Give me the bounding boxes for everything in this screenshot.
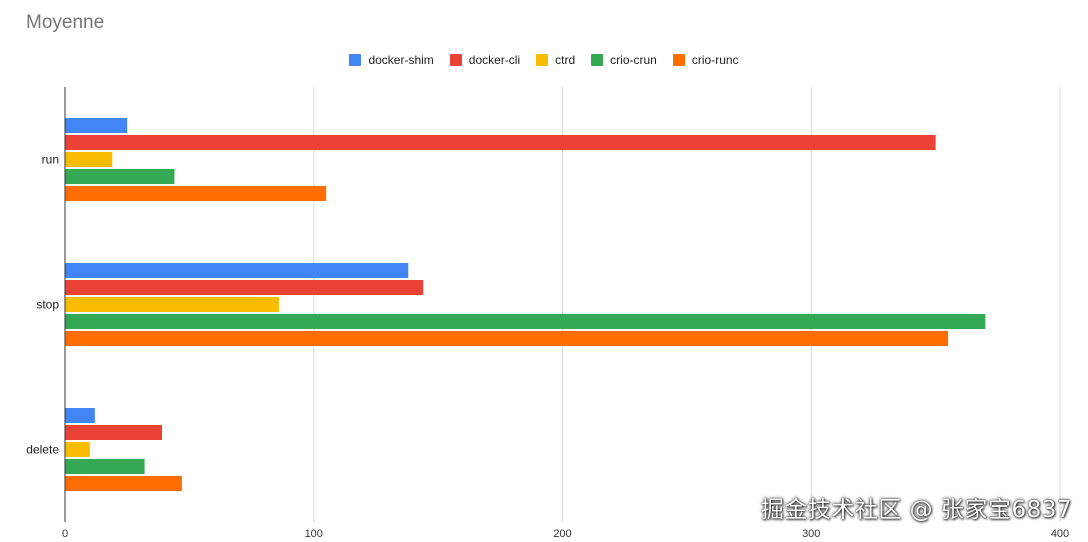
y-category-label: run <box>42 153 59 167</box>
chart-legend: docker-shim docker-cli ctrd crio-crun crio-r… <box>0 53 1088 67</box>
bar-crio-crun-stop <box>65 314 986 329</box>
legend-item-docker-cli: docker-cli <box>449 53 521 67</box>
y-category-label: delete <box>26 443 59 457</box>
bar-docker-cli-delete <box>65 425 163 440</box>
bar-crio-runc-delete <box>65 476 182 491</box>
legend-item-crio-crun: crio-crun <box>591 53 657 67</box>
y-category-label: stop <box>36 298 59 312</box>
bar-crio-runc-stop <box>65 331 949 346</box>
bar-crio-runc-run <box>65 186 327 201</box>
x-tick-label: 300 <box>802 528 820 540</box>
bar-crio-crun-run <box>65 169 175 184</box>
legend-swatch <box>591 54 604 66</box>
legend-label: docker-cli <box>468 53 521 67</box>
watermark: 掘金技术社区 @ 张家宝6837 <box>760 497 1072 523</box>
x-tick-label: 200 <box>553 528 571 540</box>
x-tick-label: 400 <box>1051 528 1069 540</box>
legend-swatch <box>536 54 549 66</box>
bar-docker-shim-stop <box>65 263 409 278</box>
legend-item-docker-shim: docker-shim <box>349 53 434 67</box>
bar-docker-cli-stop <box>65 280 424 295</box>
legend-label: crio-crun <box>610 53 657 67</box>
legend-swatch <box>449 54 462 66</box>
bar-docker-shim-run <box>65 118 128 133</box>
bar-docker-cli-run <box>65 135 936 150</box>
x-tick-label: 0 <box>62 528 68 540</box>
bar-ctrd-run <box>65 152 113 167</box>
chart-title: Moyenne <box>26 12 105 33</box>
x-tick-label: 100 <box>305 528 323 540</box>
legend-label: docker-shim <box>368 53 434 67</box>
legend-item-crio-runc: crio-runc <box>672 53 739 67</box>
legend-swatch <box>672 54 685 66</box>
legend-swatch <box>349 54 362 66</box>
legend-label: ctrd <box>555 53 576 67</box>
bar-ctrd-stop <box>65 297 279 312</box>
bar-ctrd-delete <box>65 442 90 457</box>
bar-docker-shim-delete <box>65 408 95 423</box>
bar-crio-crun-delete <box>65 459 145 474</box>
legend-label: crio-runc <box>691 53 739 67</box>
legend-item-ctrd: ctrd <box>536 53 575 67</box>
